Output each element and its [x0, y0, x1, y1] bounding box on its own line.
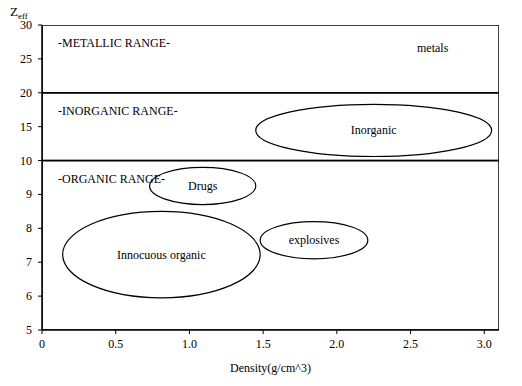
x-tick — [115, 330, 116, 334]
y-tick-label: 15 — [20, 120, 32, 134]
region-ellipse — [63, 211, 261, 297]
x-tick-label: 2.5 — [403, 337, 418, 351]
region-label: Innocuous organic — [117, 248, 206, 262]
x-tick-label: 1.0 — [182, 337, 197, 351]
x-tick — [263, 330, 264, 334]
x-axis — [42, 329, 499, 331]
y-tick-label: 6 — [26, 289, 32, 303]
y-axis — [41, 25, 43, 330]
x-tick — [42, 330, 43, 334]
y-tick — [38, 194, 42, 195]
y-tick-label: 9 — [26, 187, 32, 201]
range-band — [42, 25, 499, 93]
x-axis-label: Density(g/cm^3) — [230, 361, 311, 375]
band-label: -ORGANIC RANGE- — [58, 172, 165, 186]
region-ellipse — [260, 222, 368, 259]
region-label: Drugs — [188, 179, 218, 193]
x-tick — [484, 330, 485, 334]
y-tick-label: 7 — [26, 255, 32, 269]
x-tick-label: 0.5 — [108, 337, 123, 351]
y-tick — [38, 330, 42, 331]
x-tick-label: 3.0 — [477, 337, 492, 351]
y-axis-label-main: Z — [10, 4, 18, 19]
range-band — [42, 161, 499, 330]
y-tick — [38, 262, 42, 263]
y-tick-label: 25 — [20, 52, 32, 66]
y-axis-label-sub: eff — [18, 11, 28, 21]
bands — [42, 25, 499, 330]
chart: -METALLIC RANGE- -INORGANIC RANGE- -ORGANI… — [0, 0, 522, 386]
y-tick-label: 5 — [26, 323, 32, 337]
band-label: -METALLIC RANGE- — [58, 36, 170, 50]
y-tick-label: 8 — [26, 221, 32, 235]
y-tick — [38, 228, 42, 229]
region-label: explosives — [289, 233, 340, 247]
x-tick-label: 0 — [39, 337, 45, 351]
x-tick — [336, 330, 337, 334]
y-tick — [38, 296, 42, 297]
range-band — [42, 93, 499, 161]
x-tick — [410, 330, 411, 334]
y-tick — [38, 126, 42, 127]
y-axis-label: Zeff — [10, 4, 28, 21]
y-tick-label: 10 — [20, 154, 32, 168]
annotation: metals — [417, 41, 449, 55]
region-ellipse — [256, 104, 492, 156]
y-tick — [38, 92, 42, 93]
y-tick — [38, 58, 42, 59]
region-label: Inorganic — [351, 123, 397, 137]
regions — [63, 104, 492, 298]
x-tick — [189, 330, 190, 334]
y-tick — [38, 25, 42, 26]
y-tick — [38, 160, 42, 161]
x-tick-label: 1.5 — [256, 337, 271, 351]
x-tick-label: 2.0 — [329, 337, 344, 351]
region-ellipse — [150, 167, 256, 204]
band-label: -INORGANIC RANGE- — [58, 104, 178, 118]
y-tick-label: 20 — [20, 86, 32, 100]
